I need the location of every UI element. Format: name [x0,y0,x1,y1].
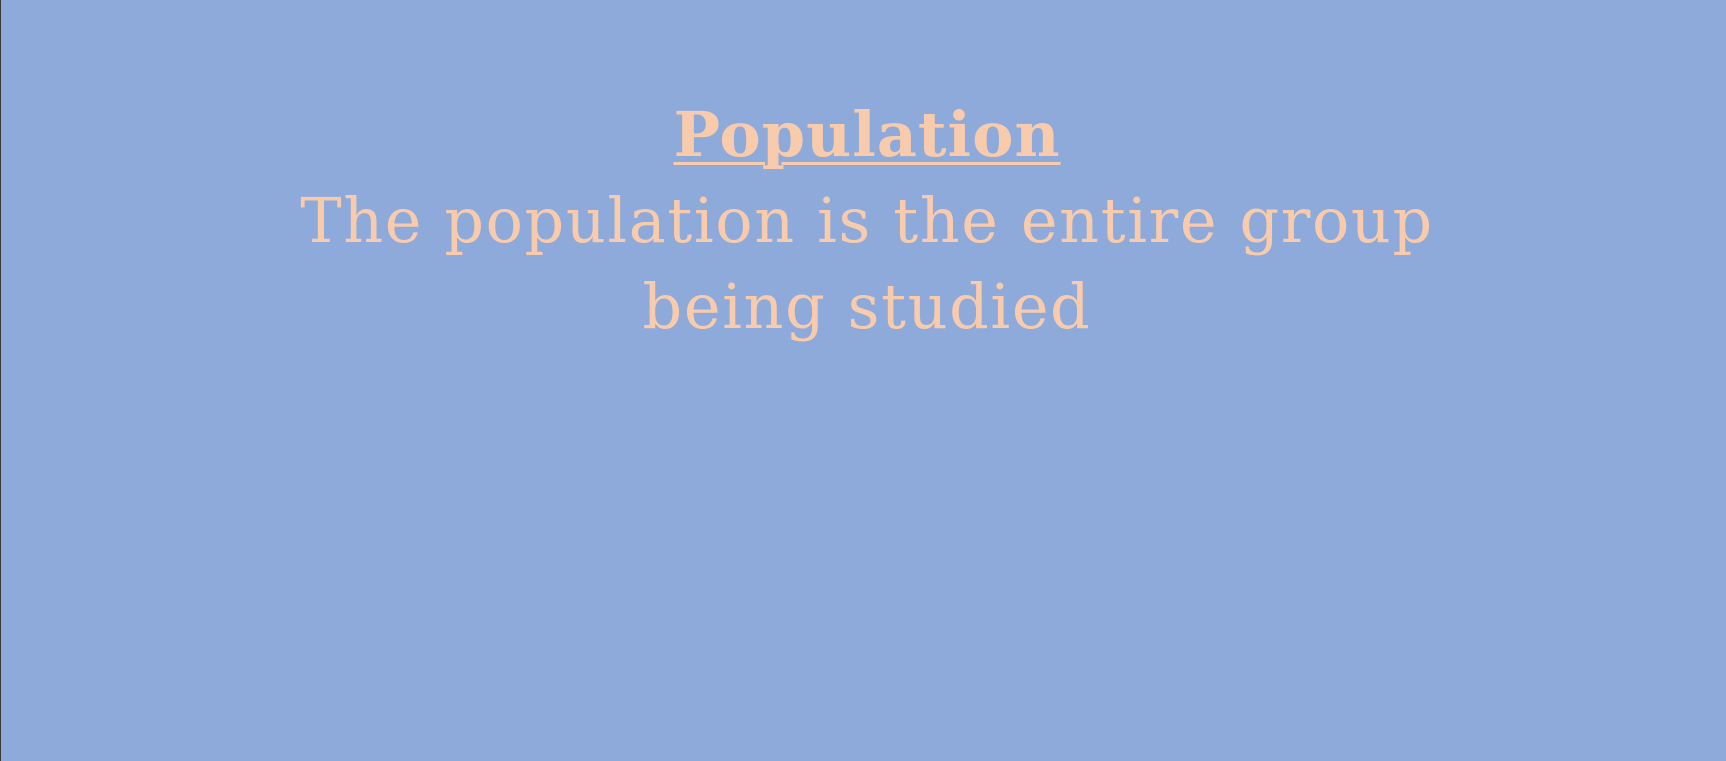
slide-body-line-1: The population is the entire group [300,184,1434,257]
title-row: Population [1,92,1726,178]
slide-body-line-2: being studied [642,270,1092,343]
slide-content: Population The population is the entire … [1,92,1726,350]
slide-title: Population [673,98,1061,171]
